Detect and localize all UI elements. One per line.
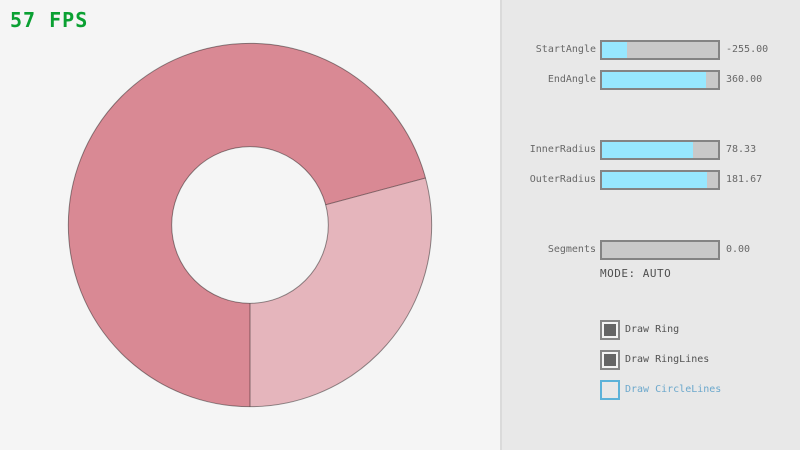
slider-end-angle-label: EndAngle	[547, 74, 596, 85]
controls-panel: StartAngle -255.00 EndAngle 360.00 Inner…	[502, 0, 800, 450]
draw-ringlines-checkbox[interactable]	[600, 350, 620, 370]
slider-inner-radius-fill	[602, 142, 693, 158]
slider-start-angle-label: StartAngle	[535, 44, 596, 55]
checkbox-draw-ring[interactable]: Draw Ring	[502, 320, 800, 340]
slider-outer-radius-value: 181.67	[726, 174, 763, 185]
slider-end-angle: EndAngle 360.00	[502, 70, 800, 90]
draw-ring-checkbox[interactable]	[600, 320, 620, 340]
panel-divider	[500, 0, 502, 450]
slider-outer-radius-bar[interactable]	[600, 170, 720, 190]
checkbox-draw-circlelines[interactable]: Draw CircleLines	[502, 380, 800, 400]
slider-inner-radius-bar[interactable]	[600, 140, 720, 160]
slider-outer-radius: OuterRadius 181.67	[502, 170, 800, 190]
slider-end-angle-value: 360.00	[726, 74, 763, 85]
ring-inner-outline	[171, 146, 329, 304]
slider-end-angle-bar[interactable]	[600, 70, 720, 90]
slider-segments-value: 0.00	[726, 244, 751, 255]
slider-outer-radius-label: OuterRadius	[529, 174, 596, 185]
slider-segments: Segments 0.00	[502, 240, 800, 260]
ring-outer-outline	[67, 42, 433, 408]
slider-segments-label: Segments	[547, 244, 596, 255]
checkmark-fill	[604, 324, 616, 336]
slider-outer-radius-fill	[602, 172, 708, 188]
slider-start-angle-fill	[602, 42, 628, 58]
ring-sector-single-pass	[250, 177, 432, 407]
slider-start-angle: StartAngle -255.00	[502, 40, 800, 60]
ring-cap-line-0	[325, 177, 426, 206]
slider-inner-radius-value: 78.33	[726, 144, 757, 155]
slider-inner-radius: InnerRadius 78.33	[502, 140, 800, 160]
slider-start-angle-value: -255.00	[726, 44, 769, 55]
draw-circlelines-label: Draw CircleLines	[625, 384, 722, 395]
checkmark-fill	[604, 354, 616, 366]
fps-counter: 57 FPS	[10, 8, 89, 32]
draw-ring-label: Draw Ring	[625, 324, 680, 335]
slider-end-angle-fill	[602, 72, 707, 88]
slider-segments-bar[interactable]	[600, 240, 720, 260]
slider-inner-radius-label: InnerRadius	[529, 144, 596, 155]
ring-sector-double-pass	[68, 43, 426, 407]
ring-canvas	[67, 42, 433, 408]
draw-circlelines-checkbox[interactable]	[600, 380, 620, 400]
slider-start-angle-bar[interactable]	[600, 40, 720, 60]
checkbox-draw-ringlines[interactable]: Draw RingLines	[502, 350, 800, 370]
segments-mode-text: MODE: AUTO	[600, 267, 672, 280]
draw-ringlines-label: Draw RingLines	[625, 354, 710, 365]
